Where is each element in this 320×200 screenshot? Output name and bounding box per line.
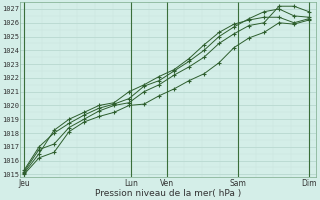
X-axis label: Pression niveau de la mer( hPa ): Pression niveau de la mer( hPa ) (95, 189, 241, 198)
